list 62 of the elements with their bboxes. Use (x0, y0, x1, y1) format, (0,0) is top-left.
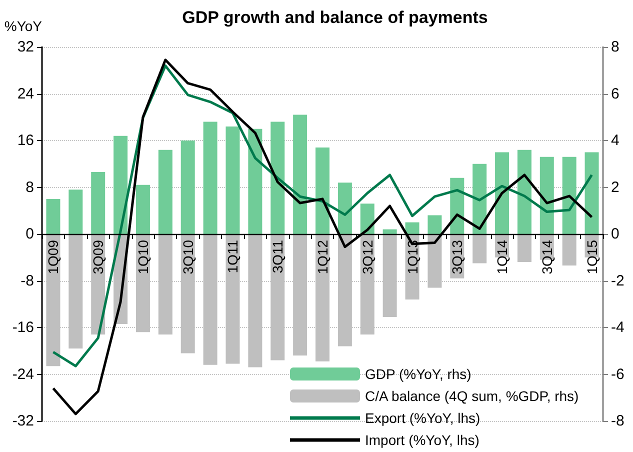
x-tick-label: 3Q14 (538, 240, 555, 274)
bar (472, 234, 487, 264)
x-tick-label: 1Q10 (134, 240, 151, 274)
legend-label: Export (%YoY, lhs) (365, 410, 480, 426)
y2-tick-label: 6 (611, 85, 620, 102)
bar (428, 215, 442, 234)
y-tick-label: 24 (17, 85, 34, 102)
x-tick-label: 3Q13 (449, 240, 466, 274)
legend-label: C/A balance (4Q sum, %GDP, rhs) (365, 388, 579, 404)
bar (293, 114, 308, 234)
x-tick-label: 3Q09 (90, 240, 106, 274)
chart-title: GDP growth and balance of payments (182, 8, 488, 27)
bar (495, 152, 510, 234)
bar (584, 152, 599, 234)
y-tick-label: -24 (12, 366, 34, 383)
y2-tick-label: 2 (611, 178, 620, 196)
bar (517, 234, 532, 262)
y-tick-label: -32 (12, 412, 34, 430)
bar (136, 184, 150, 234)
bar (562, 156, 576, 234)
x-tick-label: 1Q11 (224, 240, 241, 274)
x-tick-label: 1Q14 (494, 240, 510, 274)
bar (562, 234, 576, 266)
bar (517, 150, 532, 234)
y-tick-label: -8 (20, 272, 34, 290)
y-tick-label: 16 (17, 132, 34, 149)
x-tick-label: 3Q11 (270, 240, 286, 274)
y2-tick-label: -6 (611, 366, 624, 383)
bar (382, 229, 397, 234)
y-tick-label: 8 (26, 178, 34, 196)
bar (248, 128, 262, 234)
bar (114, 136, 128, 234)
y2-tick-label: -4 (611, 319, 624, 336)
y-tick-label: -16 (12, 319, 34, 336)
bar (338, 182, 352, 234)
y-tick-label: 32 (17, 38, 34, 56)
bar (203, 122, 218, 234)
bar (68, 190, 83, 234)
y2-tick-label: -8 (611, 412, 624, 430)
y2-tick-label: 4 (611, 132, 620, 149)
x-tick-label: 1Q12 (314, 240, 330, 274)
bar (180, 140, 195, 234)
y-axis-title: %YoY (4, 18, 43, 34)
y-tick-label: 0 (26, 226, 34, 242)
x-tick-label: 3Q10 (180, 240, 196, 274)
bar (91, 172, 106, 234)
bar (540, 156, 554, 234)
y2-tick-label: 0 (611, 226, 620, 242)
bar (46, 198, 60, 234)
bar (405, 222, 420, 234)
x-tick-label: 3Q12 (359, 240, 376, 274)
x-tick-label: 1Q15 (584, 240, 600, 274)
y2-tick-label: -2 (611, 272, 624, 290)
legend-label: Import (%YoY, lhs) (365, 432, 480, 448)
bar (270, 122, 285, 234)
bar (472, 164, 487, 234)
x-tick-label: 1Q09 (45, 240, 62, 274)
bar (226, 126, 240, 234)
legend-label: GDP (%YoY, rhs) (365, 366, 472, 382)
y2-tick-label: 8 (611, 38, 620, 56)
bar (158, 150, 172, 234)
bar (316, 148, 330, 234)
